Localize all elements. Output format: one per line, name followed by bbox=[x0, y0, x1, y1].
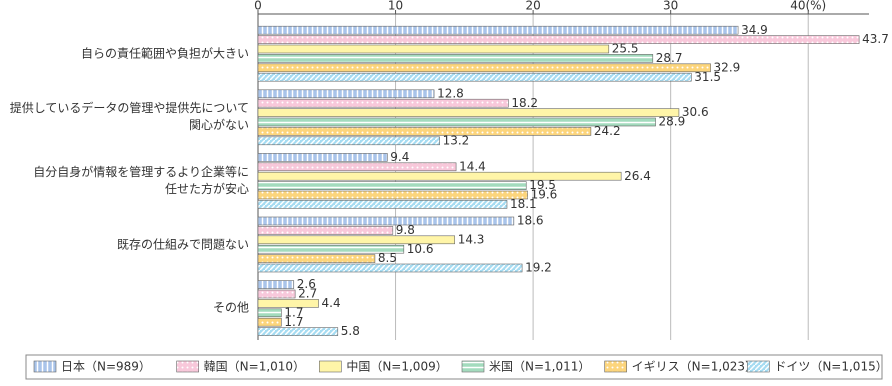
legend-label: 中国（N=1,009） bbox=[346, 359, 447, 374]
x-tick-label: 20 bbox=[525, 0, 540, 13]
bar bbox=[257, 299, 319, 308]
x-tick-label: 0 bbox=[254, 0, 262, 13]
value-label: 30.6 bbox=[682, 105, 709, 119]
bar bbox=[257, 117, 656, 127]
value-label: 28.7 bbox=[656, 51, 683, 65]
bar bbox=[257, 254, 376, 263]
bar bbox=[257, 216, 515, 226]
bar bbox=[257, 263, 523, 273]
x-tick-label: 10 bbox=[388, 0, 403, 13]
category-label: 自らの責任範囲や負担が大きい bbox=[80, 46, 249, 61]
legend-swatch bbox=[319, 360, 342, 373]
value-label: 31.5 bbox=[694, 70, 721, 84]
value-label: 9.4 bbox=[390, 150, 409, 164]
bar bbox=[257, 235, 456, 245]
value-label: 1.7 bbox=[284, 315, 303, 329]
value-label: 26.4 bbox=[624, 169, 651, 183]
value-label: 13.2 bbox=[443, 133, 470, 147]
value-label: 8.5 bbox=[378, 251, 397, 265]
value-label: 5.8 bbox=[341, 324, 360, 338]
value-label: 24.2 bbox=[594, 124, 621, 138]
category-label: 自分自身が情報を管理するより企業等に 任せた方が安心 bbox=[33, 165, 249, 196]
x-tick-label: 30 bbox=[663, 0, 678, 13]
legend-swatch bbox=[176, 360, 199, 373]
legend-label: ドイツ（N=1,015） bbox=[774, 360, 887, 374]
legend-label: 米国（N=1,011） bbox=[489, 360, 590, 374]
legend-swatch bbox=[461, 360, 485, 373]
bar bbox=[257, 162, 457, 172]
value-label: 18.2 bbox=[511, 96, 538, 110]
value-label: 43.7 bbox=[862, 32, 889, 46]
bar bbox=[257, 25, 739, 35]
bar bbox=[257, 127, 592, 136]
category-label: 既存の仕組みで問題ない bbox=[116, 237, 249, 252]
bar bbox=[257, 327, 339, 336]
value-label: 1.7 bbox=[284, 305, 303, 319]
legend-swatch bbox=[604, 360, 627, 373]
value-label: 32.9 bbox=[714, 60, 741, 74]
value-label: 9.8 bbox=[396, 223, 415, 237]
bar bbox=[257, 244, 405, 254]
value-label: 2.6 bbox=[297, 277, 316, 291]
bar bbox=[257, 72, 692, 82]
bar bbox=[257, 108, 680, 117]
bar bbox=[257, 89, 435, 99]
bar bbox=[257, 153, 388, 162]
value-label: 12.8 bbox=[437, 86, 464, 100]
value-label: 14.3 bbox=[458, 232, 485, 246]
legend-label: 韓国（N=1,010） bbox=[204, 360, 305, 374]
value-label: 2.7 bbox=[298, 287, 317, 301]
category-label: その他 bbox=[212, 300, 249, 315]
value-label: 34.9 bbox=[741, 23, 768, 37]
bar bbox=[257, 181, 527, 190]
value-label: 25.5 bbox=[612, 42, 639, 56]
bar bbox=[257, 63, 711, 73]
legend-swatch bbox=[747, 360, 770, 373]
bar bbox=[257, 98, 509, 108]
bar bbox=[257, 289, 296, 299]
bar bbox=[257, 35, 860, 44]
legend-swatch bbox=[33, 360, 57, 373]
bar bbox=[257, 54, 654, 63]
bar bbox=[257, 226, 394, 235]
value-label: 10.6 bbox=[407, 242, 434, 256]
bar bbox=[257, 190, 528, 200]
bar bbox=[257, 280, 295, 289]
value-label: 18.6 bbox=[517, 214, 544, 228]
value-label: 4.4 bbox=[322, 296, 341, 310]
value-label: 19.6 bbox=[531, 188, 558, 202]
bar bbox=[257, 317, 282, 327]
category-label: 提供しているデータの管理や提供先について 関心がない bbox=[9, 101, 249, 133]
legend-box bbox=[25, 354, 883, 380]
bar bbox=[257, 200, 508, 209]
bar bbox=[257, 308, 282, 318]
legend-label: イギリス（N=1,023） bbox=[632, 360, 757, 374]
value-label: 19.2 bbox=[525, 261, 552, 275]
legend-label: 日本（N=989） bbox=[61, 360, 151, 374]
bar bbox=[257, 44, 610, 54]
value-label: 19.5 bbox=[529, 178, 556, 192]
value-label: 28.9 bbox=[659, 115, 686, 129]
x-tick-label: 40(%) bbox=[790, 0, 826, 13]
bar bbox=[257, 171, 622, 181]
bar bbox=[257, 136, 440, 146]
value-label: 18.1 bbox=[510, 197, 537, 211]
value-label: 14.4 bbox=[459, 159, 486, 173]
